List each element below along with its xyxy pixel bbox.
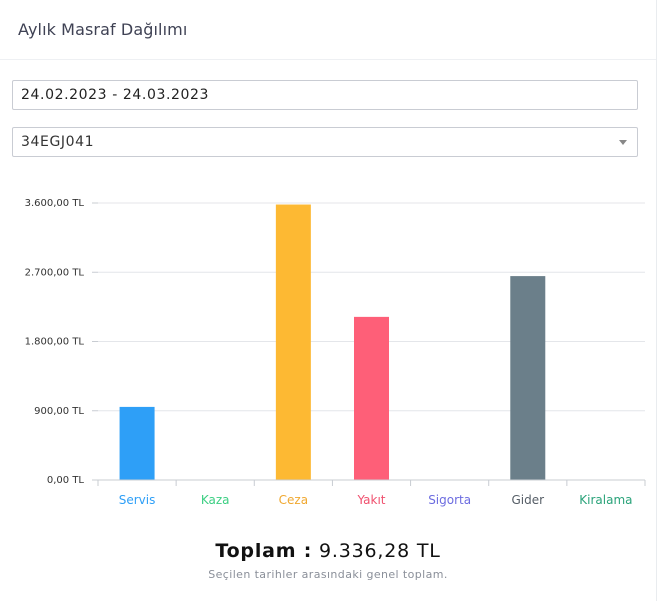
vehicle-select-value: 34EGJ041	[21, 134, 95, 150]
expense-bar-chart: 0,00 TL 900,00 TL 1.800,00 TL 2.700,00 TL 3.…	[25, 198, 646, 507]
chart-bars	[119, 204, 546, 481]
chevron-down-icon	[619, 140, 627, 145]
card-header: Aylık Masraf Dağılımı	[0, 0, 656, 60]
y-tick-label: 900,00 TL	[34, 406, 84, 417]
y-tick-label: 2.700,00 TL	[25, 267, 85, 278]
y-tick-label: 3.600,00 TL	[25, 198, 85, 209]
date-range-input[interactable]: 24.02.2023 - 24.03.2023	[12, 80, 638, 110]
x-tick-label: Gider	[511, 493, 544, 507]
total-label: Toplam :	[215, 540, 313, 562]
x-tick-label: Sigorta	[428, 493, 471, 507]
x-tick-label: Kaza	[201, 493, 230, 507]
y-tick-label: 0,00 TL	[47, 475, 85, 486]
bar-yakıt[interactable]	[354, 316, 389, 480]
y-tick-label: 1.800,00 TL	[25, 337, 85, 348]
vehicle-select[interactable]: 34EGJ041	[12, 127, 638, 157]
bar-gider[interactable]	[510, 276, 546, 480]
x-axis: Servis Kaza Ceza Yakıt Sigorta Gider Kiralama	[97, 479, 646, 507]
x-tick-label: Kiralama	[579, 493, 632, 507]
total-line: Toplam : 9.336,28 TL	[0, 540, 656, 562]
x-tick-label: Ceza	[279, 493, 308, 507]
bar-servis[interactable]	[119, 406, 155, 480]
x-tick-label: Servis	[119, 493, 156, 507]
y-axis: 0,00 TL 900,00 TL 1.800,00 TL 2.700,00 TL 3.…	[25, 198, 98, 486]
total-value: 9.336,28 TL	[319, 540, 441, 562]
x-tick-label: Yakıt	[356, 493, 385, 507]
bar-ceza[interactable]	[275, 204, 311, 481]
total-note: Seçilen tarihler arasındaki genel toplam…	[208, 568, 448, 581]
card-title: Aylık Masraf Dağılımı	[18, 20, 188, 39]
